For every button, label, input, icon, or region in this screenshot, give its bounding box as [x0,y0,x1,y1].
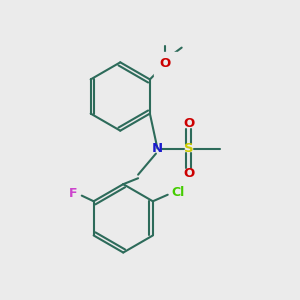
Text: Cl: Cl [171,186,184,200]
Text: O: O [183,117,194,130]
Text: S: S [184,142,194,155]
Text: N: N [152,142,163,155]
Text: F: F [69,187,77,200]
Text: O: O [160,58,171,70]
Text: O: O [183,167,194,180]
